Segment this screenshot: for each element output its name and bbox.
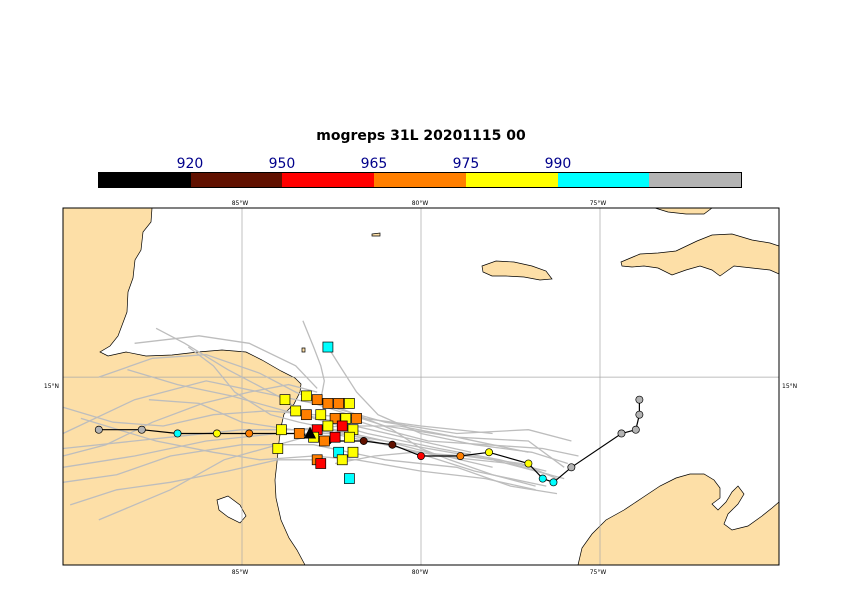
- colorbar-label-965: 965: [360, 156, 388, 172]
- lon-tick-bottom-80w: 80°W: [412, 569, 429, 576]
- main-track-point: [456, 452, 465, 460]
- initial-position-triangle: [304, 426, 317, 439]
- main-track-point: [245, 429, 254, 438]
- initial-position-square: [351, 413, 362, 424]
- colorbar-segment: [99, 173, 191, 187]
- main-track-point: [617, 429, 626, 438]
- member-track-line: [155, 327, 547, 472]
- initial-position-square: [329, 413, 341, 424]
- main-track-point: [485, 448, 493, 457]
- main-track-point: [524, 459, 533, 468]
- lon-tick-top-75w: 75°W: [590, 200, 607, 207]
- land-south-america: [577, 473, 780, 566]
- initial-position-square: [279, 394, 291, 406]
- initial-position-square: [329, 431, 341, 443]
- initial-position-square: [276, 424, 287, 436]
- main-track-point: [359, 437, 368, 445]
- graticule: [63, 208, 779, 565]
- initial-position-square: [301, 390, 312, 402]
- initial-position-square: [301, 409, 312, 421]
- initial-position-square: [344, 398, 355, 409]
- main-track-point: [417, 452, 425, 460]
- main-track-point: [137, 425, 146, 434]
- initial-position-square: [347, 446, 359, 458]
- initial-position-square: [336, 420, 348, 432]
- lon-tick-top-85w: 85°W: [232, 200, 249, 207]
- initial-position-square: [315, 458, 327, 469]
- colorbar-label-950: 950: [268, 156, 296, 172]
- initial-position-square: [318, 435, 330, 447]
- initial-position-square: [311, 394, 323, 406]
- initial-position-square: [290, 405, 302, 417]
- ensemble-mean-track: [94, 395, 644, 487]
- initial-position-square: [344, 473, 355, 484]
- colorbar-label-975: 975: [452, 156, 480, 172]
- member-track-line: [134, 335, 318, 389]
- land-island: [371, 232, 381, 237]
- colorbar-segment: [374, 173, 466, 187]
- member-track-line: [69, 459, 318, 506]
- colorbar-segment: [649, 173, 742, 187]
- land-hispaniola: [620, 233, 780, 277]
- main-track-point: [567, 463, 576, 472]
- initial-position-square: [344, 431, 355, 443]
- lon-tick-top-80w: 80°W: [412, 200, 429, 207]
- land-island: [301, 347, 306, 353]
- member-track-line: [302, 320, 325, 400]
- member-track-line: [62, 383, 318, 457]
- initial-position-square: [333, 398, 345, 409]
- member-track-line: [62, 406, 493, 435]
- colorbar-label-990: 990: [544, 156, 572, 172]
- main-track-point: [631, 425, 640, 434]
- initial-position-square: [315, 409, 327, 421]
- lon-tick-bottom-85w: 85°W: [232, 569, 249, 576]
- main-track-point: [538, 474, 547, 483]
- main-track-point: [94, 425, 103, 434]
- land-jamaica: [481, 260, 553, 281]
- member-track-line: [62, 432, 547, 487]
- colorbar-segment: [465, 173, 558, 187]
- map-frame: [62, 207, 780, 566]
- main-track-point: [388, 440, 397, 449]
- lake-nicaragua: [216, 495, 247, 524]
- main-track-point: [173, 429, 182, 438]
- pressure-colorbar: [98, 172, 742, 188]
- lat-tick-left-15n: 15°N: [44, 383, 59, 390]
- main-track-line: [98, 399, 641, 483]
- initial-position-square: [336, 454, 348, 466]
- initial-position-square: [272, 443, 284, 454]
- main-track-point: [212, 429, 221, 438]
- member-track-line: [187, 346, 493, 468]
- initial-position-square: [322, 398, 334, 409]
- colorbar-segment: [557, 173, 650, 187]
- colorbar-segment: [190, 173, 283, 187]
- initial-position-square: [322, 341, 334, 353]
- chart-title: mogreps 31L 20201115 00: [316, 128, 526, 144]
- initial-position-square: [322, 420, 334, 432]
- colorbar-labels: 920 950 965 975 990: [98, 156, 742, 172]
- initial-position-square: [293, 428, 305, 439]
- lon-tick-bottom-75w: 75°W: [590, 569, 607, 576]
- member-track-line: [327, 346, 568, 465]
- main-track-point: [635, 410, 644, 419]
- member-track-line: [349, 417, 579, 457]
- colorbar-segment: [282, 173, 375, 187]
- main-track-point: [635, 395, 644, 404]
- lat-tick-right-15n: 15°N: [782, 383, 797, 390]
- colorbar-label-920: 920: [176, 156, 204, 172]
- main-track-point: [549, 478, 558, 487]
